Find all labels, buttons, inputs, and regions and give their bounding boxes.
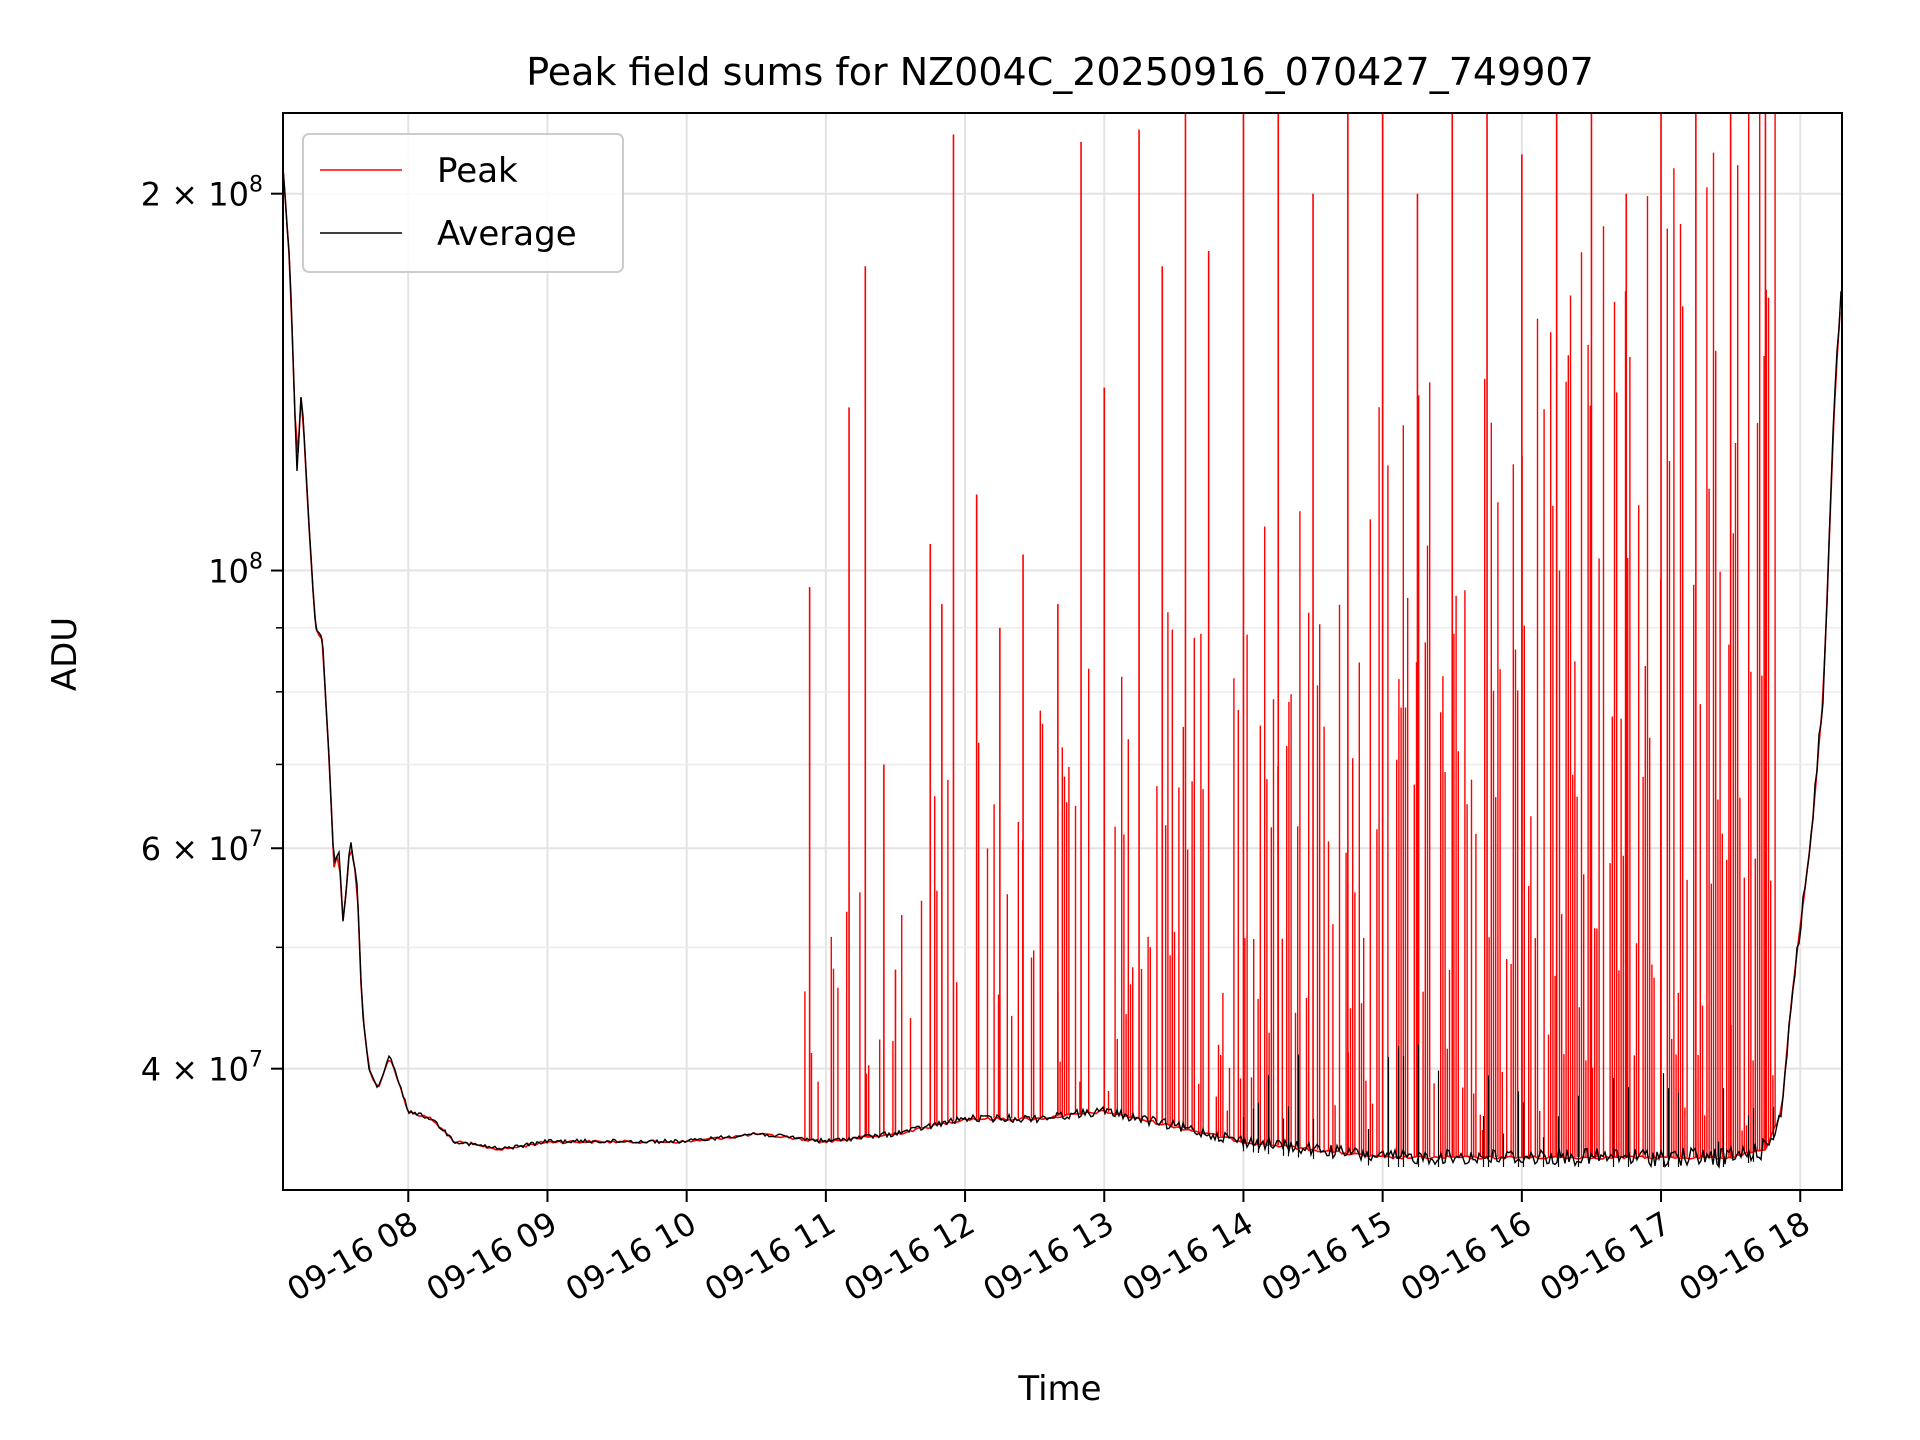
- y-tick-mantissa: 6: [141, 830, 161, 868]
- y-tick-mantissa: 4: [141, 1051, 161, 1089]
- x-axis-label: Time: [1017, 1369, 1101, 1409]
- y-tick-exponent: 7: [249, 827, 263, 852]
- y-tick-label: 108: [208, 550, 263, 591]
- axes-frame: [282, 112, 1843, 1191]
- y-tick-exponent: 8: [249, 173, 263, 198]
- chart-title: Peak field sums for NZ004C_20250916_0704…: [526, 50, 1594, 94]
- legend-label: Average: [437, 214, 577, 254]
- legend-label: Peak: [437, 151, 518, 191]
- y-tick-times: × 10: [161, 176, 249, 214]
- peak-baseline: [283, 168, 1841, 1160]
- legend: Peak Average: [302, 133, 624, 273]
- y-tick-label: 2 × 108: [141, 173, 263, 214]
- y-tick-mantissa: 2: [141, 176, 161, 214]
- plot-area: [283, 113, 1842, 1169]
- y-tick-exponent: 7: [249, 1048, 263, 1073]
- y-tick-base: 10: [208, 553, 249, 591]
- y-tick-exponent: 8: [249, 550, 263, 575]
- average-line: [283, 167, 1842, 1169]
- legend-box: [302, 133, 624, 273]
- y-tick-label: 4 × 107: [141, 1048, 263, 1089]
- y-tick-times: × 10: [161, 1051, 249, 1089]
- y-axis-label: ADU: [45, 617, 85, 691]
- y-tick-label: 6 × 107: [141, 827, 263, 868]
- y-tick-times: × 10: [161, 830, 249, 868]
